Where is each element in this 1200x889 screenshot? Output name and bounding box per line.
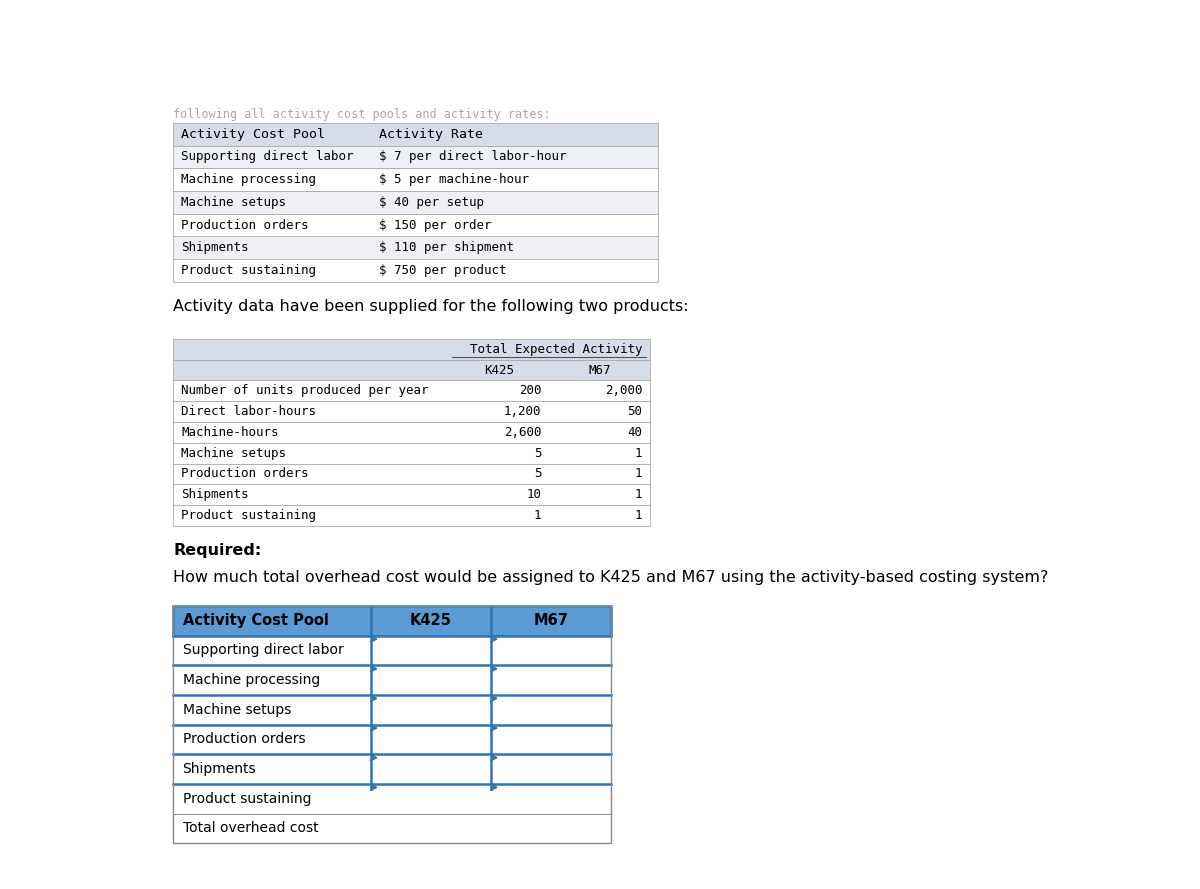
Text: following all activity cost pools and activity rates:: following all activity cost pools and ac… bbox=[173, 108, 551, 121]
Text: M67: M67 bbox=[588, 364, 611, 377]
Text: Activity data have been supplied for the following two products:: Activity data have been supplied for the… bbox=[173, 299, 689, 314]
Text: 2,600: 2,600 bbox=[504, 426, 541, 439]
Text: Shipments: Shipments bbox=[181, 241, 248, 254]
Text: K425: K425 bbox=[410, 613, 452, 629]
Bar bbox=[173, 754, 611, 784]
Text: Machine setups: Machine setups bbox=[181, 196, 286, 209]
Text: How much total overhead cost would be assigned to K425 and M67 using the activit: How much total overhead cost would be as… bbox=[173, 570, 1049, 585]
Text: Shipments: Shipments bbox=[181, 488, 248, 501]
Text: K425: K425 bbox=[484, 364, 514, 377]
Text: 1: 1 bbox=[635, 468, 642, 480]
Bar bbox=[173, 339, 650, 360]
Bar bbox=[173, 665, 611, 695]
Text: 1: 1 bbox=[635, 488, 642, 501]
Bar bbox=[173, 380, 650, 401]
Bar bbox=[173, 259, 658, 282]
Text: Activity Cost Pool: Activity Cost Pool bbox=[181, 128, 325, 140]
Text: 5: 5 bbox=[534, 468, 541, 480]
Bar bbox=[173, 443, 650, 463]
Bar bbox=[173, 123, 658, 146]
Bar bbox=[173, 784, 611, 813]
Text: 10: 10 bbox=[527, 488, 541, 501]
Text: Activity Rate: Activity Rate bbox=[379, 128, 482, 140]
Text: 5: 5 bbox=[534, 446, 541, 460]
Text: Product sustaining: Product sustaining bbox=[181, 264, 316, 277]
Bar bbox=[173, 360, 650, 380]
Text: 40: 40 bbox=[628, 426, 642, 439]
Text: 200: 200 bbox=[518, 384, 541, 397]
Text: 1: 1 bbox=[534, 509, 541, 522]
Text: Machine processing: Machine processing bbox=[182, 673, 319, 687]
Text: Product sustaining: Product sustaining bbox=[182, 792, 311, 805]
Text: $ 40 per setup: $ 40 per setup bbox=[379, 196, 484, 209]
Bar bbox=[173, 236, 658, 259]
Text: Supporting direct labor: Supporting direct labor bbox=[181, 150, 354, 164]
Bar bbox=[173, 636, 611, 665]
Bar bbox=[173, 146, 658, 168]
Text: Total Expected Activity: Total Expected Activity bbox=[469, 343, 642, 356]
Bar bbox=[173, 505, 650, 526]
Bar bbox=[173, 606, 611, 636]
Text: M67: M67 bbox=[534, 613, 569, 629]
Bar bbox=[173, 485, 650, 505]
Bar bbox=[173, 695, 611, 725]
Text: $ 7 per direct labor-hour: $ 7 per direct labor-hour bbox=[379, 150, 566, 164]
Text: Direct labor-hours: Direct labor-hours bbox=[181, 405, 316, 418]
Text: $ 150 per order: $ 150 per order bbox=[379, 219, 491, 231]
Text: Production orders: Production orders bbox=[181, 468, 308, 480]
Bar bbox=[173, 168, 658, 191]
Text: Required:: Required: bbox=[173, 543, 262, 558]
Bar bbox=[173, 725, 611, 754]
Bar bbox=[173, 422, 650, 443]
Text: Supporting direct labor: Supporting direct labor bbox=[182, 644, 343, 658]
Text: Total overhead cost: Total overhead cost bbox=[182, 821, 318, 836]
Text: Machine processing: Machine processing bbox=[181, 173, 316, 186]
Text: Activity Cost Pool: Activity Cost Pool bbox=[182, 613, 329, 629]
Text: $ 5 per machine-hour: $ 5 per machine-hour bbox=[379, 173, 529, 186]
Text: $ 750 per product: $ 750 per product bbox=[379, 264, 506, 277]
Text: Machine setups: Machine setups bbox=[181, 446, 286, 460]
Text: $ 110 per shipment: $ 110 per shipment bbox=[379, 241, 514, 254]
Text: Machine-hours: Machine-hours bbox=[181, 426, 278, 439]
Bar bbox=[173, 606, 611, 843]
Text: Product sustaining: Product sustaining bbox=[181, 509, 316, 522]
Text: 2,000: 2,000 bbox=[605, 384, 642, 397]
Text: 50: 50 bbox=[628, 405, 642, 418]
Text: Production orders: Production orders bbox=[182, 733, 305, 747]
Text: Shipments: Shipments bbox=[182, 762, 256, 776]
Bar bbox=[173, 213, 658, 236]
Text: Production orders: Production orders bbox=[181, 219, 308, 231]
Bar bbox=[173, 401, 650, 422]
Text: Number of units produced per year: Number of units produced per year bbox=[181, 384, 428, 397]
Bar bbox=[173, 813, 611, 843]
Text: 1: 1 bbox=[635, 509, 642, 522]
Text: Machine setups: Machine setups bbox=[182, 703, 290, 717]
Bar bbox=[173, 191, 658, 213]
Text: 1,200: 1,200 bbox=[504, 405, 541, 418]
Bar bbox=[173, 463, 650, 485]
Text: 1: 1 bbox=[635, 446, 642, 460]
